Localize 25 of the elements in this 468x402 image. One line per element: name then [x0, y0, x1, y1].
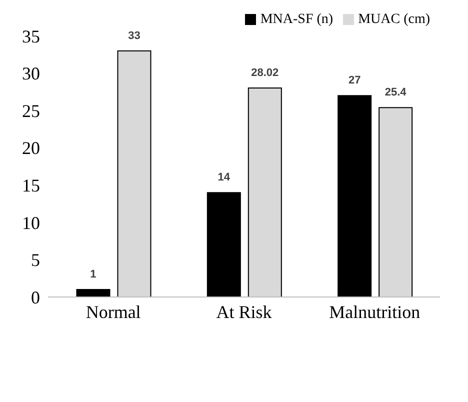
data-label: 25.4 [384, 86, 408, 99]
data-label: 1 [90, 268, 96, 281]
bar [378, 107, 413, 297]
y-tick-label: 35 [22, 26, 40, 46]
bar [338, 95, 372, 297]
y-tick-label: 30 [22, 64, 40, 84]
x-tick-label: Malnutrition [329, 302, 420, 322]
y-tick-label: 5 [31, 250, 40, 270]
data-label: 33 [128, 30, 140, 42]
legend-label: MUAC (cm) [358, 12, 430, 27]
x-tick-label: Normal [86, 302, 141, 322]
bar [206, 192, 241, 297]
y-tick-label: 15 [22, 176, 40, 196]
bar [76, 289, 110, 297]
bar [117, 50, 152, 297]
y-tick-label: 20 [22, 138, 40, 158]
data-label: 27 [348, 74, 361, 87]
data-label: 14 [218, 172, 231, 184]
y-tick-label: 0 [31, 287, 40, 308]
data-label: 28.02 [251, 67, 279, 80]
bar [248, 88, 282, 297]
legend-label: MNA-SF (n) [260, 12, 334, 27]
x-tick-label: At Risk [216, 302, 272, 322]
y-tick-label: 25 [22, 100, 40, 121]
y-tick-label: 10 [22, 212, 40, 233]
